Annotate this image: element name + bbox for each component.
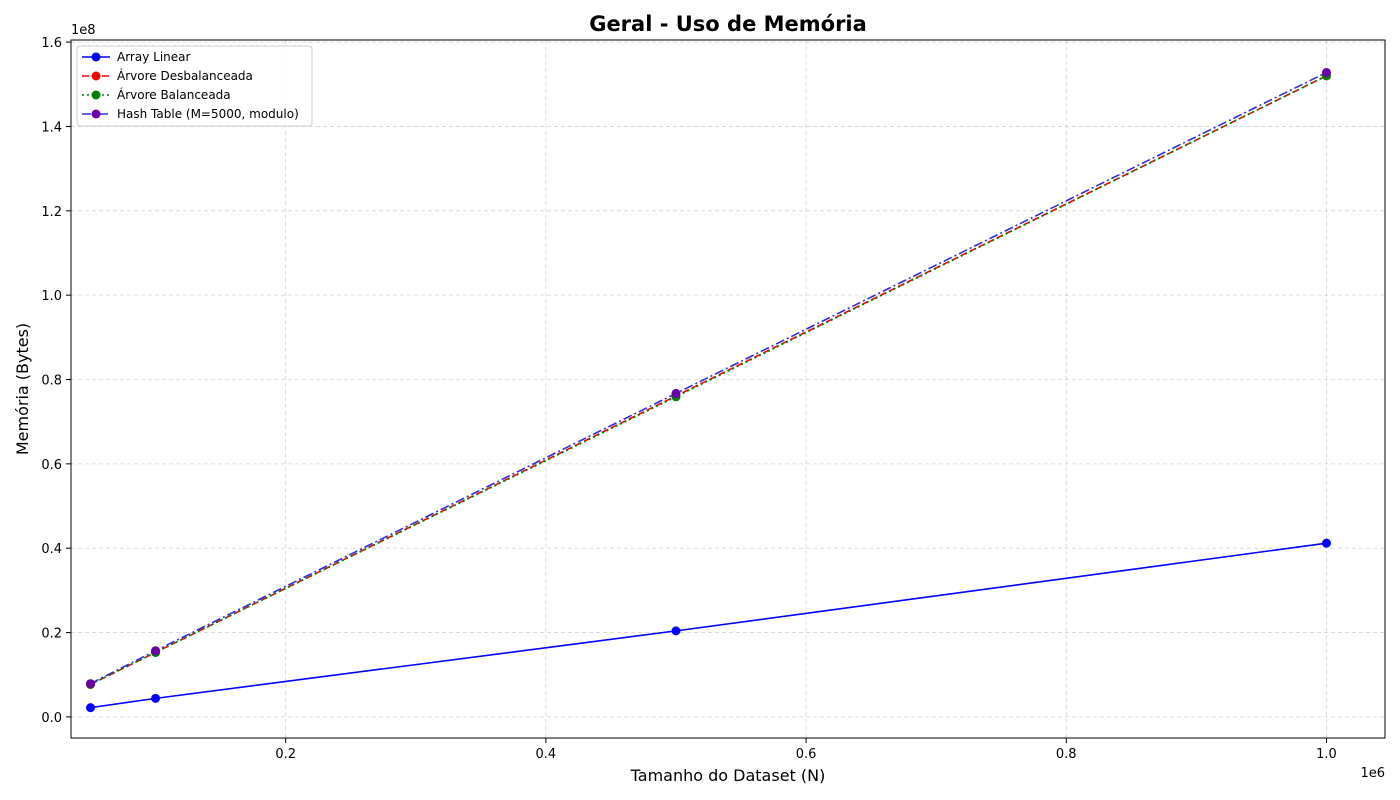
y-tick-label: 1.6: [41, 36, 62, 51]
y-tick-label: 0.8: [41, 374, 62, 389]
chart-title: Geral - Uso de Memória: [589, 12, 867, 36]
x-axis: 0.2 0.4 0.6 0.8 1.0: [275, 738, 1337, 762]
y-tick-label: 0.6: [41, 458, 62, 473]
series-line: [90, 75, 1327, 686]
data-point: [671, 626, 681, 636]
legend-marker: [91, 90, 101, 100]
y-offset-label: 1e8: [71, 23, 96, 38]
y-tick-label: 1.2: [41, 205, 62, 220]
legend-item: Array Linear: [82, 50, 190, 64]
x-tick-label: 0.6: [796, 747, 817, 762]
legend-label: Hash Table (M=5000, modulo): [117, 107, 299, 121]
data-point: [151, 646, 161, 656]
plot-frame: [70, 39, 1386, 739]
y-tick-label: 0.2: [41, 627, 62, 642]
legend: Array Linear Árvore Desbalanceada Árvore B…: [76, 45, 313, 127]
data-point: [1321, 538, 1331, 548]
x-axis-label: Tamanho do Dataset (N): [630, 766, 826, 785]
y-tick-label: 1.4: [41, 120, 62, 135]
y-tick-label: 0.4: [41, 542, 62, 557]
legend-item: Árvore Desbalanceada: [82, 68, 253, 83]
legend-item: Árvore Balanceada: [82, 87, 231, 102]
series-0: [86, 538, 1331, 713]
legend-label: Array Linear: [117, 50, 190, 64]
legend-box: [76, 45, 313, 127]
x-offset-label: 1e6: [1360, 766, 1385, 781]
legend-label: Árvore Desbalanceada: [117, 68, 253, 83]
legend-marker: [91, 109, 101, 119]
series-line: [90, 71, 1327, 685]
x-tick-label: 1.0: [1316, 747, 1337, 762]
data-point: [1321, 67, 1331, 77]
data-point: [86, 679, 96, 689]
series-3: [86, 67, 1331, 689]
x-tick-label: 0.8: [1056, 747, 1077, 762]
legend-item: Hash Table (M=5000, modulo): [82, 107, 299, 121]
x-tick-label: 0.4: [536, 747, 557, 762]
grid: [71, 40, 1385, 738]
legend-marker: [91, 71, 101, 81]
series-layer: [86, 67, 1331, 713]
legend-label: Árvore Balanceada: [117, 87, 231, 102]
y-tick-label: 0.0: [41, 711, 62, 726]
y-tick-label: 1.0: [41, 289, 62, 304]
data-point: [86, 703, 96, 713]
data-point: [151, 693, 161, 703]
y-axis: 0.0 0.2 0.4 0.6 0.8 1.0 1.2 1.4 1.6: [41, 36, 71, 726]
y-axis-label: Memória (Bytes): [13, 323, 32, 455]
series-line: [90, 542, 1327, 709]
data-point: [671, 388, 681, 398]
x-tick-label: 0.2: [275, 747, 296, 762]
legend-marker: [91, 52, 101, 62]
